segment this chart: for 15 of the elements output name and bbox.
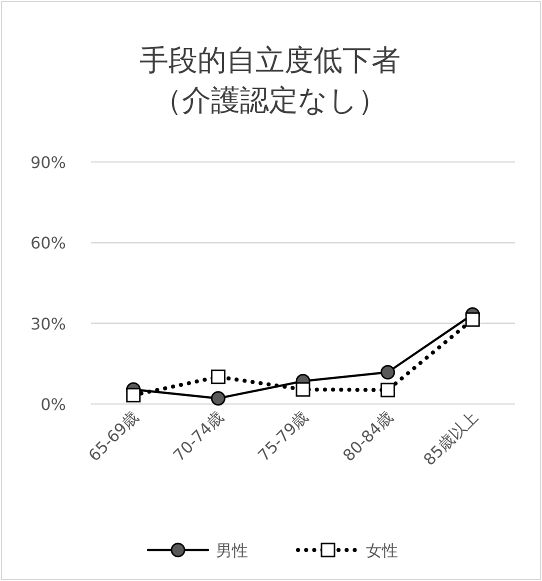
y-tick-label: 60% bbox=[30, 234, 66, 253]
y-tick-label: 30% bbox=[30, 314, 66, 334]
point bbox=[380, 382, 396, 398]
point bbox=[210, 391, 226, 406]
legend-label: 男性 bbox=[216, 541, 248, 560]
point bbox=[210, 370, 226, 384]
y-tick-label: 90% bbox=[30, 153, 66, 172]
legend-label: 女性 bbox=[366, 541, 398, 560]
point bbox=[126, 388, 141, 402]
x-tick-label: 85歳以上 bbox=[420, 407, 482, 470]
point bbox=[465, 312, 480, 327]
point bbox=[296, 382, 310, 397]
point bbox=[380, 365, 396, 380]
title: 手段的自立度低下者（介護認定なし） bbox=[140, 43, 400, 117]
y-tick-label: 0% bbox=[40, 395, 66, 414]
